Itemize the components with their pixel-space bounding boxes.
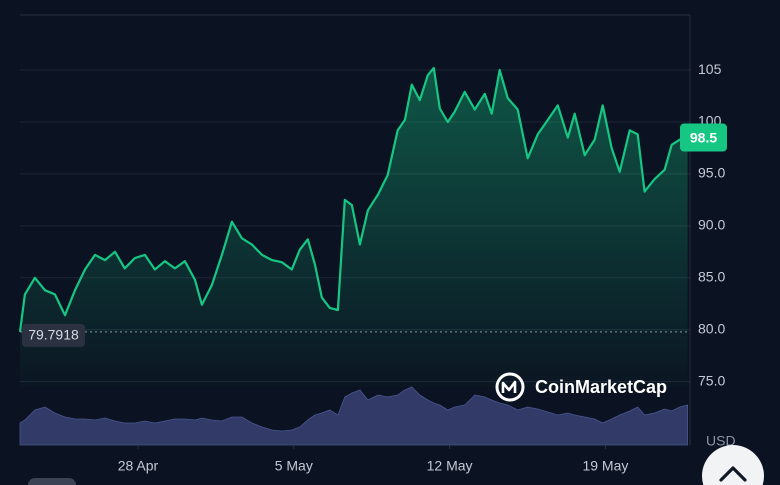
y-tick-label: 90.0 — [698, 217, 725, 233]
y-tick-label: 105 — [698, 61, 722, 77]
watermark-logo — [495, 372, 525, 402]
current-badge — [680, 123, 727, 152]
partial-control — [28, 478, 76, 485]
price-area — [20, 68, 688, 387]
y-tick-label: 95.0 — [698, 165, 725, 181]
scroll-top-button[interactable] — [702, 445, 764, 485]
price-line — [18, 66, 688, 333]
x-tick-label: 28 Apr — [118, 458, 159, 474]
volume-layer — [19, 386, 689, 446]
scroll-top-circle[interactable] — [702, 445, 764, 485]
watermark-logo-mark — [501, 380, 517, 393]
reference-badge — [22, 323, 85, 347]
scroll-top-icon[interactable] — [719, 466, 747, 482]
reference-label: 79.7918 — [28, 327, 79, 343]
watermark-text: CoinMarketCap — [535, 377, 667, 397]
y-tick-label: 75.0 — [698, 372, 725, 388]
volume-area — [19, 386, 689, 446]
y-tick-label: 85.0 — [698, 268, 725, 284]
y-tick-label: 80.0 — [698, 320, 725, 336]
watermark: CoinMarketCap — [495, 372, 667, 402]
axis-label: USD — [706, 433, 736, 449]
x-tick-label: 19 May — [582, 458, 628, 474]
x-tick-label: 5 May — [275, 458, 313, 474]
plot-layer — [18, 66, 690, 387]
current-value-label: 98.5 — [690, 129, 717, 145]
x-tick-label: 12 May — [427, 458, 473, 474]
